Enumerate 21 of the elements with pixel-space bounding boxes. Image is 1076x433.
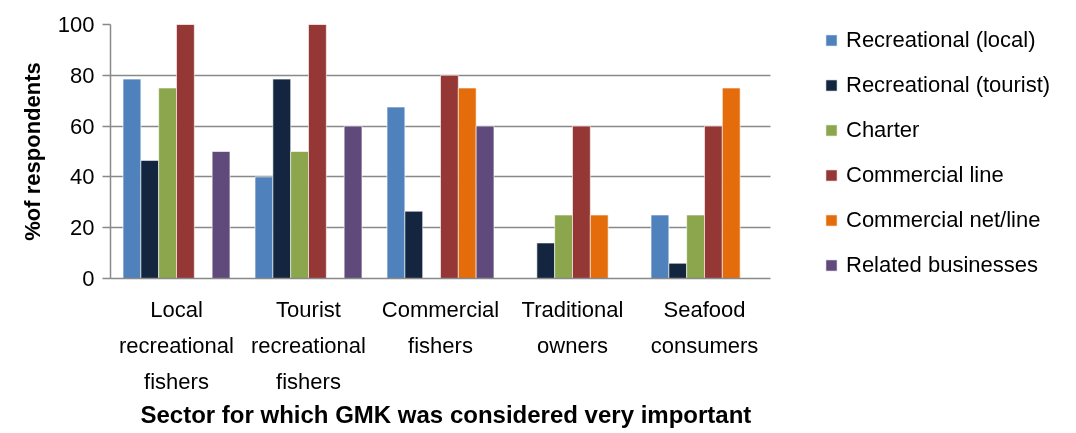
legend-label: Charter: [846, 117, 920, 143]
bar: [343, 125, 363, 279]
legend-label: Recreational (tourist): [846, 72, 1051, 98]
legend-label: Commercial net/line: [846, 207, 1041, 233]
y-tick-label: 20: [70, 215, 95, 241]
y-tick-label: 100: [57, 12, 95, 37]
y-tick-label: 60: [70, 113, 95, 139]
y-tick-label: 40: [70, 164, 95, 190]
x-axis-title: Sector for which GMK was considered very important: [140, 400, 752, 428]
x-tick-label: Traditional owners: [521, 296, 624, 358]
bar: [211, 151, 231, 279]
x-tick-label: Tourist recreational fishers: [251, 296, 366, 394]
y-tick-label: 0: [82, 266, 95, 291]
y-tick-label: 80: [70, 62, 95, 88]
x-tick-label: Local recreational fishers: [119, 296, 234, 394]
legend-label: Commercial line: [846, 162, 1004, 188]
x-tick-label: Seafood consumers: [650, 296, 759, 358]
legend-label: Recreational (local): [846, 27, 1036, 53]
x-tick-label: Commercial fishers: [381, 296, 500, 358]
legend-label: Related businesses: [846, 252, 1039, 278]
y-axis-title: %of respondents: [19, 62, 45, 241]
